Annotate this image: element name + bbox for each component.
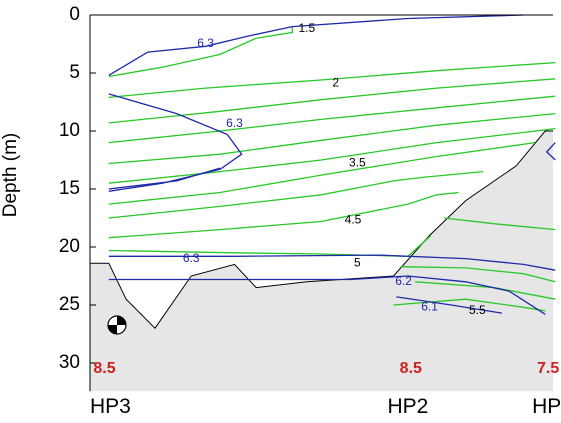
y-tick-label-25: 25 <box>59 294 80 315</box>
contour-label-3: 6.3 <box>226 116 243 130</box>
contour-label-layer: 6.3 1.5 2 6.3 3.5 4.5 6.3 5 6.2 6.1 5.5 <box>183 21 486 317</box>
station-label-hp2: HP2 <box>387 395 428 418</box>
contour-label-0: 6.3 <box>197 36 214 50</box>
station-layer: HP3 HP2 HP1 <box>90 395 561 418</box>
contour-line-blue-4 <box>108 275 546 315</box>
contour-label-6: 6.3 <box>183 251 200 265</box>
contour-line-green-11 <box>400 266 556 283</box>
contour-line-green-3 <box>108 95 556 144</box>
station-label-hp1: HP1 <box>532 395 561 418</box>
contour-line-blue-3 <box>108 254 556 271</box>
contour-label-9: 6.1 <box>421 299 438 313</box>
contour-line-green-5 <box>108 128 556 184</box>
contour-line-green-10 <box>444 217 556 231</box>
y-tick-label-5: 5 <box>69 62 80 83</box>
contour-line-green-1 <box>108 61 556 99</box>
seabed-fill <box>90 131 553 392</box>
marker-layer <box>107 315 127 335</box>
marker-quadrant-2 <box>108 325 117 334</box>
contour-line-green-7 <box>108 170 484 219</box>
contour-label-10: 5.5 <box>469 303 486 317</box>
y-tick-label-20: 20 <box>59 236 80 257</box>
y-axis-title: Depth (m) <box>0 133 21 217</box>
bottom-value-layer: 8.5 8.5 7.5 <box>93 360 559 377</box>
contour-label-4: 3.5 <box>349 156 366 170</box>
y-tick-label-15: 15 <box>59 178 80 199</box>
contour-label-2: 2 <box>332 76 339 90</box>
contour-label-8: 6.2 <box>395 274 412 288</box>
contour-line-green-0 <box>108 26 293 78</box>
bottom-value-1: 8.5 <box>400 360 422 377</box>
contour-line-green-9 <box>108 234 432 257</box>
contour-line-blue-2 <box>108 167 221 190</box>
seabed-layer <box>90 130 553 392</box>
contour-line-blue-5 <box>396 296 503 314</box>
instrument-marker-icon <box>107 315 127 335</box>
marker-quadrant-1 <box>117 316 126 325</box>
contour-line-blue-0 <box>108 14 524 76</box>
contour-line-blue-6 <box>545 142 556 161</box>
contour-line-green-2 <box>108 78 556 124</box>
bottom-value-0: 8.5 <box>93 360 115 377</box>
contour-label-7: 5 <box>354 255 361 269</box>
station-label-hp3: HP3 <box>90 395 131 418</box>
y-tick-label-30: 30 <box>59 352 80 373</box>
y-tick-label-10: 10 <box>59 120 80 141</box>
contour-label-5: 4.5 <box>345 212 362 226</box>
seabed-outline <box>90 130 553 329</box>
contour-line-green-4 <box>108 112 556 165</box>
contour-label-1: 1.5 <box>298 21 315 35</box>
contour-line-green-6 <box>108 141 536 205</box>
y-tick-label-0: 0 <box>69 4 80 25</box>
contour-layer <box>108 14 556 315</box>
contour-line-green-8 <box>108 191 459 239</box>
bottom-value-2: 7.5 <box>537 360 559 377</box>
